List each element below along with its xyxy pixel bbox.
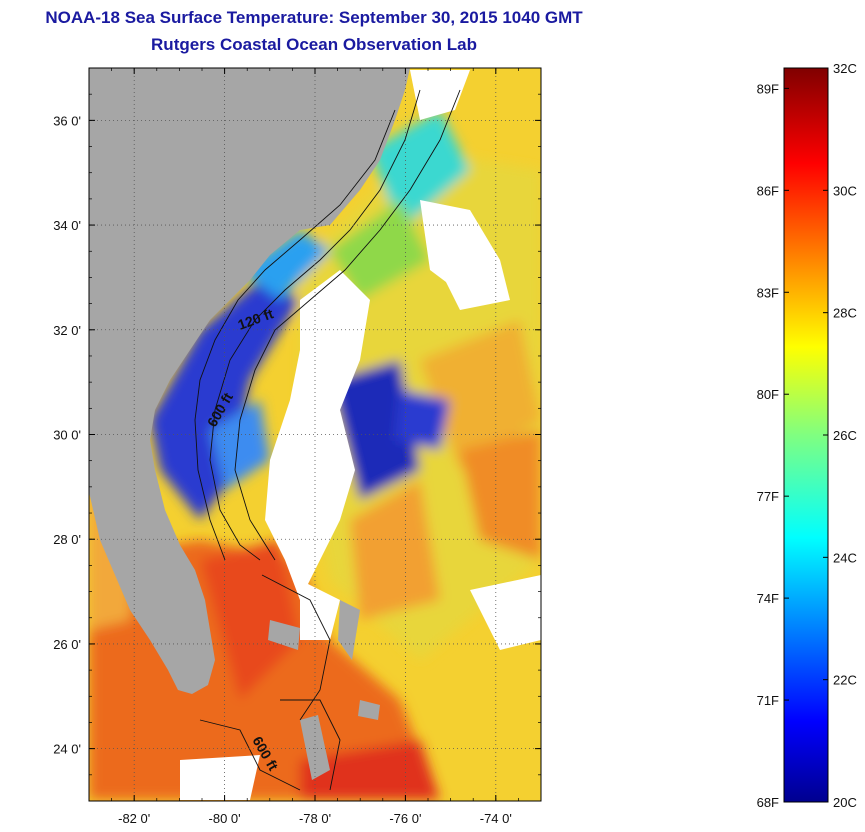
- lat-tick-label: 26 0': [53, 637, 81, 652]
- lat-tick-label: 32 0': [53, 323, 81, 338]
- colorbar-fahrenheit-label: 77F: [757, 489, 779, 504]
- colorbar-fahrenheit-label: 71F: [757, 693, 779, 708]
- lat-tick-label: 30 0': [53, 428, 81, 443]
- colorbar-fahrenheit-label: 89F: [757, 81, 779, 96]
- colorbar-celsius-label: 20C: [833, 795, 857, 810]
- colorbar-fahrenheit-label: 83F: [757, 285, 779, 300]
- lat-tick-label: 24 0': [53, 742, 81, 757]
- colorbar-celsius-label: 28C: [833, 306, 857, 321]
- colorbar-labels: 32C 30C 28C 26C 24C 22C 20C 89F 86F 83F 80F 77F 74F 7…: [757, 61, 857, 810]
- lat-tick-label: 34 0': [53, 218, 81, 233]
- map-subtitle: Rutgers Coastal Ocean Observation Lab: [151, 35, 477, 54]
- cloud-mask: [180, 70, 541, 800]
- colorbar: [783, 67, 829, 803]
- colorbar-celsius-label: 22C: [833, 673, 857, 688]
- lat-tick-label: 36 0': [53, 113, 81, 128]
- land-mass: [89, 68, 410, 694]
- lon-tick-label: -82 0': [118, 811, 150, 826]
- colorbar-celsius-label: 24C: [833, 550, 857, 565]
- colorbar-fahrenheit-label: 74F: [757, 591, 779, 606]
- lon-tick-label: -76 0': [389, 811, 421, 826]
- lon-tick-label: -74 0': [480, 811, 512, 826]
- graticule: [88, 67, 542, 802]
- bahamas-islands: [268, 600, 380, 780]
- map-area: 120 ft 600 ft 600 ft: [89, 68, 541, 801]
- colorbar-celsius-label: 32C: [833, 61, 857, 76]
- colorbar-fahrenheit-label: 86F: [757, 183, 779, 198]
- colorbar-fahrenheit-label: 68F: [757, 795, 779, 810]
- map-title: NOAA-18 Sea Surface Temperature: Septemb…: [45, 8, 583, 27]
- colorbar-celsius-label: 26C: [833, 428, 857, 443]
- colorbar-celsius-label: 30C: [833, 183, 857, 198]
- axis-labels: 24 0' 26 0' 28 0' 30 0' 32 0' 34 0' 36 0' -82 0…: [53, 113, 512, 826]
- colorbar-fahrenheit-label: 80F: [757, 387, 779, 402]
- lon-tick-label: -78 0': [299, 811, 331, 826]
- depth-contours: [194, 89, 461, 791]
- lon-tick-label: -80 0': [209, 811, 241, 826]
- lat-tick-label: 28 0': [53, 532, 81, 547]
